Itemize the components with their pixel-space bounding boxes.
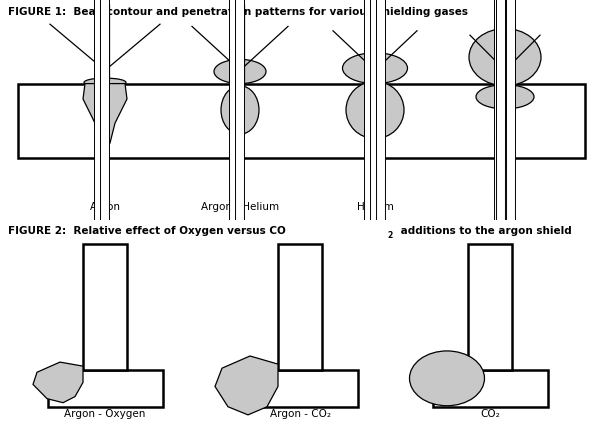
Ellipse shape xyxy=(476,85,534,109)
Bar xyxy=(242,370,358,407)
Ellipse shape xyxy=(469,29,541,86)
Circle shape xyxy=(497,0,505,423)
Text: Argon - Oxygen: Argon - Oxygen xyxy=(64,409,146,419)
Ellipse shape xyxy=(343,53,407,84)
Circle shape xyxy=(506,0,515,423)
Bar xyxy=(83,244,127,370)
Bar xyxy=(47,370,163,407)
Ellipse shape xyxy=(409,351,485,406)
Circle shape xyxy=(101,0,110,423)
Text: CO₂: CO₂ xyxy=(495,202,515,212)
Text: Argon - Helium: Argon - Helium xyxy=(201,202,279,212)
Text: FIGURE 2:  Relative effect of Oxygen versus CO: FIGURE 2: Relative effect of Oxygen vers… xyxy=(8,226,286,236)
FancyBboxPatch shape xyxy=(18,84,585,158)
Text: FIGURE 1:  Bead contour and penetration patterns for various shielding gases: FIGURE 1: Bead contour and penetration p… xyxy=(8,7,468,16)
Circle shape xyxy=(365,0,373,423)
Circle shape xyxy=(371,0,380,423)
Polygon shape xyxy=(215,356,278,415)
Bar xyxy=(278,244,322,370)
Circle shape xyxy=(500,0,509,423)
Bar xyxy=(468,244,512,370)
Circle shape xyxy=(235,0,245,423)
Circle shape xyxy=(494,0,503,423)
Text: Argon - CO₂: Argon - CO₂ xyxy=(269,409,331,419)
Text: Argon: Argon xyxy=(89,202,121,212)
Ellipse shape xyxy=(221,86,259,134)
Polygon shape xyxy=(83,84,127,152)
Text: 2: 2 xyxy=(387,231,392,240)
Polygon shape xyxy=(33,362,83,403)
Ellipse shape xyxy=(346,81,404,139)
Ellipse shape xyxy=(84,78,126,87)
Bar xyxy=(433,370,548,407)
Text: CO₂: CO₂ xyxy=(480,409,500,419)
Circle shape xyxy=(377,0,386,423)
Circle shape xyxy=(229,0,239,423)
Text: Helium: Helium xyxy=(356,202,394,212)
Circle shape xyxy=(95,0,104,423)
Text: additions to the argon shield: additions to the argon shield xyxy=(397,226,572,236)
Ellipse shape xyxy=(214,59,266,84)
